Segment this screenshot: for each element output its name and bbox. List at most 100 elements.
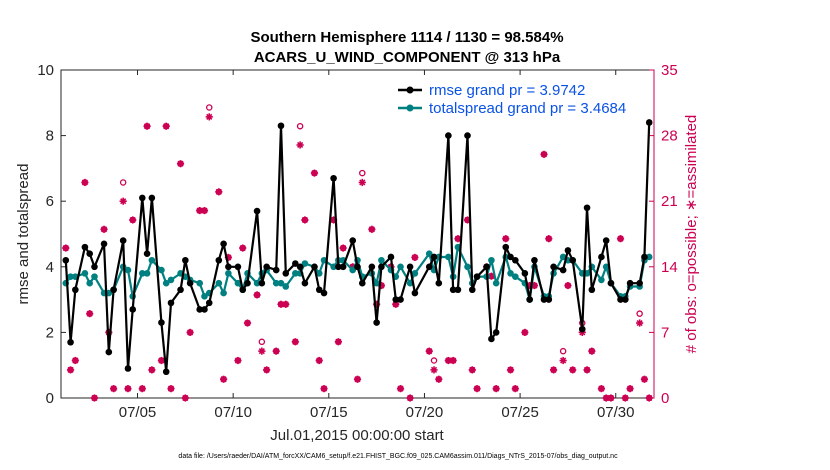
data-point-totalspread xyxy=(234,279,242,287)
obs-possible-marker xyxy=(359,169,366,177)
obs-assimilated-marker xyxy=(282,300,290,308)
y2-tick-label: 21 xyxy=(661,193,678,210)
data-point-rmse xyxy=(148,194,156,202)
data-point-rmse xyxy=(583,204,591,212)
obs-assimilated-marker xyxy=(71,356,79,365)
obs-assimilated-marker xyxy=(353,375,362,383)
data-point-totalspread xyxy=(512,273,519,280)
data-point-rmse xyxy=(239,286,247,294)
y-tick-label: 2 xyxy=(46,324,54,341)
data-point-rmse xyxy=(339,263,347,271)
data-point-rmse xyxy=(167,299,175,307)
obs-possible-marker xyxy=(205,104,213,111)
data-point-rmse xyxy=(220,240,227,248)
data-point-totalspread xyxy=(143,270,151,277)
data-point-rmse xyxy=(545,296,553,303)
obs-assimilated-marker xyxy=(492,385,500,393)
obs-assimilated-marker xyxy=(181,394,189,402)
data-point-rmse xyxy=(311,263,318,271)
data-point-totalspread xyxy=(272,279,280,287)
data-point-totalspread xyxy=(373,279,380,287)
obs-assimilated-marker xyxy=(138,385,146,393)
obs-assimilated-marker xyxy=(368,225,376,233)
data-point-rmse xyxy=(492,329,500,336)
data-point-rmse xyxy=(540,296,548,303)
data-point-totalspread xyxy=(464,263,471,271)
data-point-rmse xyxy=(622,296,629,303)
y2-tick-label: 14 xyxy=(661,259,678,276)
data-point-rmse xyxy=(449,286,457,294)
x-tick-label: 07/15 xyxy=(310,404,348,421)
obs-assimilated-marker xyxy=(540,150,548,158)
data-point-rmse xyxy=(158,319,165,326)
obs-assimilated-marker xyxy=(301,216,309,224)
data-point-rmse xyxy=(162,368,170,376)
obs-assimilated-marker xyxy=(253,291,261,299)
data-point-rmse xyxy=(406,263,414,271)
legend-rmse-label: rmse grand pr = 3.9742 xyxy=(429,82,585,99)
legend-totalspread-marker xyxy=(406,104,414,112)
data-point-totalspread xyxy=(253,279,261,287)
data-point-rmse xyxy=(62,256,70,264)
data-point-totalspread xyxy=(124,266,132,274)
data-point-rmse xyxy=(445,132,452,139)
data-point-rmse xyxy=(521,270,529,277)
data-point-totalspread xyxy=(411,270,419,277)
data-point-rmse xyxy=(617,296,624,303)
obs-assimilated-marker xyxy=(559,356,567,365)
data-point-rmse xyxy=(282,270,290,277)
y-tick-label: 4 xyxy=(46,259,54,276)
data-point-rmse xyxy=(397,296,404,303)
obs-assimilated-marker xyxy=(196,206,204,215)
obs-possible-marker xyxy=(296,122,304,130)
data-point-rmse xyxy=(588,286,596,294)
obs-assimilated-marker xyxy=(291,338,299,346)
data-point-totalspread xyxy=(91,273,98,280)
data-point-rmse xyxy=(110,286,117,294)
obs-assimilated-marker xyxy=(167,385,175,393)
data-point-rmse xyxy=(335,263,342,271)
obs-assimilated-marker xyxy=(219,375,228,383)
data-point-rmse xyxy=(100,240,108,248)
data-point-totalspread xyxy=(445,253,452,261)
obs-assimilated-marker xyxy=(157,356,166,365)
chart-title-line2: ACARS_U_WIND_COMPONENT @ 313 hPa xyxy=(254,49,561,66)
series-line-rmse xyxy=(64,122,651,373)
data-point-totalspread xyxy=(397,263,404,271)
data-point-rmse xyxy=(636,279,643,287)
obs-assimilated-marker xyxy=(315,356,323,365)
data-point-totalspread xyxy=(158,266,165,274)
data-point-rmse xyxy=(186,279,194,287)
data-point-rmse xyxy=(215,256,223,264)
obs-assimilated-marker xyxy=(358,178,366,187)
data-point-rmse xyxy=(129,306,137,313)
x-tick-label: 07/30 xyxy=(597,404,635,421)
obs-assimilated-marker xyxy=(243,319,252,327)
data-point-rmse xyxy=(277,122,285,130)
data-point-rmse xyxy=(143,250,151,257)
data-point-rmse xyxy=(507,253,514,261)
obs-assimilated-marker xyxy=(234,356,242,365)
data-point-totalspread xyxy=(81,270,89,277)
data-point-rmse xyxy=(430,253,438,261)
y-tick-label: 10 xyxy=(37,62,54,79)
obs-assimilated-marker xyxy=(176,160,185,168)
data-point-rmse xyxy=(387,253,395,261)
obs-assimilated-marker xyxy=(430,366,438,374)
obs-assimilated-marker xyxy=(597,385,605,393)
y-axis-label: rmse and totalspread xyxy=(15,164,32,305)
obs-assimilated-marker xyxy=(406,394,414,402)
data-point-totalspread xyxy=(167,276,175,284)
obs-assimilated-marker xyxy=(110,385,118,393)
obs-assimilated-marker xyxy=(411,253,419,262)
data-point-rmse xyxy=(602,237,610,244)
data-point-totalspread xyxy=(425,250,433,257)
data-point-rmse xyxy=(526,296,533,303)
data-point-rmse xyxy=(349,237,357,244)
data-point-totalspread xyxy=(349,266,357,274)
obs-possible-marker xyxy=(119,179,127,186)
data-point-rmse xyxy=(91,263,98,271)
x-tick-label: 07/20 xyxy=(406,404,444,421)
data-point-rmse xyxy=(569,256,577,264)
data-point-rmse xyxy=(358,279,366,287)
